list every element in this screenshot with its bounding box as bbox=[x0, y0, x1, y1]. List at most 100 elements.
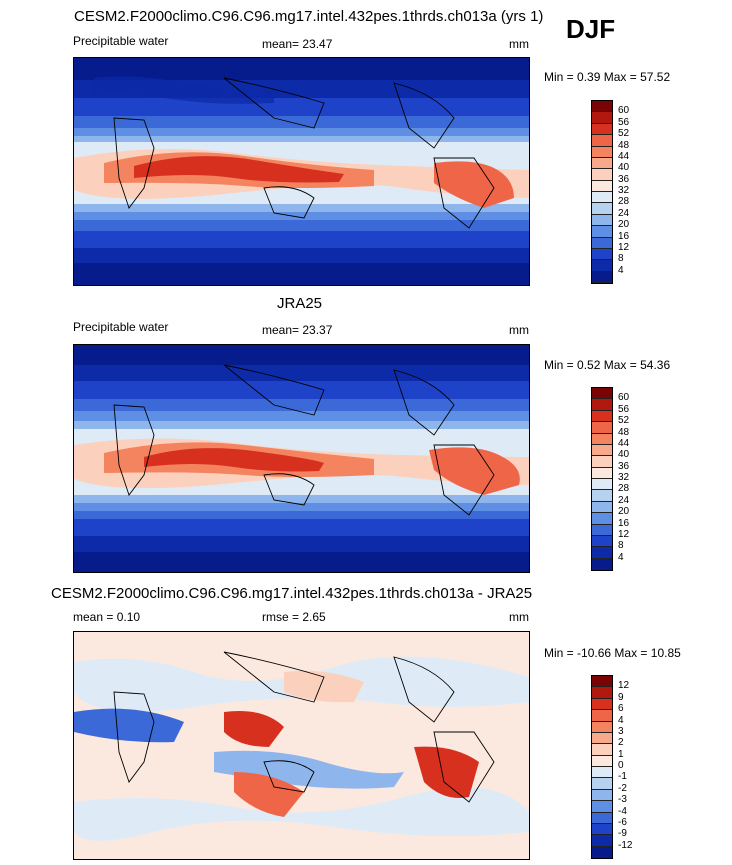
colorbar-swatch bbox=[592, 812, 612, 824]
panel1-units: mm bbox=[509, 37, 529, 51]
colorbar-swatch bbox=[592, 547, 612, 559]
colorbar-swatch bbox=[592, 271, 612, 283]
colorbar-tick-label: 9 bbox=[618, 691, 624, 703]
panel2-max-key: Max = bbox=[603, 358, 637, 372]
colorbar-swatch bbox=[592, 721, 612, 733]
colorbar-tick-label: -9 bbox=[618, 828, 627, 840]
colorbar-swatch bbox=[592, 801, 612, 813]
panel1-max-key: Max = bbox=[603, 70, 637, 84]
panel2-title: JRA25 bbox=[277, 295, 323, 312]
colorbar-swatch bbox=[592, 260, 612, 272]
colorbar-tick-label: 32 bbox=[618, 472, 630, 483]
colorbar-tick-label: 40 bbox=[618, 162, 630, 174]
panel2-mean-key: mean= bbox=[262, 323, 300, 337]
colorbar-swatch bbox=[592, 203, 612, 215]
colorbar-swatch bbox=[592, 112, 612, 124]
colorbar-tick-label: -4 bbox=[618, 805, 627, 817]
colorbar-tick-label: 24 bbox=[618, 494, 630, 506]
colorbar-swatch bbox=[592, 433, 612, 445]
colorbar-tick-label: 2 bbox=[618, 737, 624, 749]
colorbar-swatch bbox=[592, 180, 612, 192]
colorbar-swatch bbox=[592, 823, 612, 836]
colorbar-swatch bbox=[592, 399, 612, 411]
colorbar-tick-label: -1 bbox=[618, 771, 627, 783]
panel2-max-value: 54.36 bbox=[640, 358, 671, 372]
colorbar-tick-label: 36 bbox=[618, 460, 630, 472]
panel3-rmse-label: rmse = 2.65 bbox=[262, 610, 326, 624]
colorbar-swatch bbox=[592, 732, 612, 745]
colorbar-tick-label: 44 bbox=[618, 150, 630, 162]
colorbar-swatch bbox=[592, 467, 612, 479]
colorbar-tick-label: 28 bbox=[618, 483, 630, 495]
panel1-map bbox=[73, 57, 530, 286]
panel3-map bbox=[73, 631, 530, 860]
colorbar-tick-label: 56 bbox=[618, 403, 630, 415]
colorbar-tick-label: 60 bbox=[618, 105, 630, 117]
panel1-mean-label: mean= 23.47 bbox=[262, 37, 332, 51]
colorbar-tick-label: 40 bbox=[618, 449, 630, 461]
colorbar-tick-label: 6 bbox=[618, 703, 624, 715]
colorbar-swatch bbox=[592, 524, 612, 536]
panel3-rmse-key: rmse = bbox=[262, 610, 300, 624]
colorbar-tick-label: 4 bbox=[618, 551, 624, 563]
colorbar-swatch bbox=[592, 135, 612, 147]
colorbar-tick-label: 48 bbox=[618, 139, 630, 151]
colorbar-swatch bbox=[592, 744, 612, 756]
colorbar-swatch bbox=[592, 226, 612, 238]
colorbar-tick-label: 56 bbox=[618, 116, 630, 128]
colorbar-tick-label: 12 bbox=[618, 680, 630, 692]
panel2-min-value: 0.52 bbox=[577, 358, 601, 372]
panel1-mean-value: 23.47 bbox=[302, 37, 333, 51]
colorbar-tick-label: 8 bbox=[618, 253, 624, 265]
season-label: DJF bbox=[566, 14, 616, 44]
colorbar-swatch bbox=[592, 123, 612, 136]
panel3-colorbar bbox=[591, 675, 613, 859]
panel3-max-value: 10.85 bbox=[650, 646, 681, 660]
colorbar-tick-label: 12 bbox=[618, 528, 630, 540]
colorbar-tick-label: 44 bbox=[618, 437, 630, 449]
colorbar-tick-label: 60 bbox=[618, 392, 630, 404]
colorbar-swatch bbox=[592, 501, 612, 514]
panel2-colorbar bbox=[591, 387, 613, 571]
colorbar-swatch bbox=[592, 422, 612, 434]
colorbar-swatch bbox=[592, 835, 612, 847]
colorbar-tick-label: 4 bbox=[618, 714, 624, 726]
colorbar-tick-label: -2 bbox=[618, 782, 627, 794]
colorbar-swatch bbox=[592, 846, 612, 858]
panel1-minmax: Min = 0.39 Max = 57.52 bbox=[544, 70, 670, 84]
colorbar-swatch bbox=[592, 444, 612, 457]
colorbar-tick-label: 52 bbox=[618, 128, 630, 140]
colorbar-tick-label: 32 bbox=[618, 185, 630, 196]
run-title: CESM2.F2000climo.C96.C96.mg17.intel.432p… bbox=[74, 8, 544, 25]
colorbar-tick-label: 28 bbox=[618, 196, 630, 208]
colorbar-tick-label: 52 bbox=[618, 415, 630, 427]
panel3-max-key: Max = bbox=[614, 646, 648, 660]
panel2-variable: Precipitable water bbox=[73, 320, 169, 334]
colorbar-swatch bbox=[592, 214, 612, 227]
colorbar-swatch bbox=[592, 558, 612, 570]
panel2-units: mm bbox=[509, 323, 529, 337]
colorbar-swatch bbox=[592, 778, 612, 790]
colorbar-swatch bbox=[592, 101, 612, 113]
colorbar-tick-label: 16 bbox=[618, 230, 630, 242]
panel3-field bbox=[74, 632, 529, 859]
panel1-mean-key: mean= bbox=[262, 37, 300, 51]
panel3-units: mm bbox=[509, 610, 529, 624]
panel2-field bbox=[74, 345, 529, 572]
panel3-rmse-value: 2.65 bbox=[302, 610, 326, 624]
colorbar-tick-label: 1 bbox=[618, 748, 624, 760]
colorbar-tick-label: 8 bbox=[618, 540, 624, 552]
panel3-mean-value: 0.10 bbox=[116, 610, 141, 624]
colorbar-swatch bbox=[592, 479, 612, 491]
colorbar-tick-label: 20 bbox=[618, 219, 630, 231]
panel3-title: CESM2.F2000climo.C96.C96.mg17.intel.432p… bbox=[51, 585, 533, 602]
colorbar-tick-label: 16 bbox=[618, 517, 630, 529]
colorbar-swatch bbox=[592, 237, 612, 249]
colorbar-swatch bbox=[592, 789, 612, 802]
colorbar-tick-label: 24 bbox=[618, 207, 630, 219]
panel3-minmax: Min = -10.66 Max = 10.85 bbox=[544, 646, 681, 660]
panel2-min-key: Min = bbox=[544, 358, 574, 372]
colorbar-swatch bbox=[592, 687, 612, 699]
panel3-min-key: Min = bbox=[544, 646, 574, 660]
colorbar-swatch bbox=[592, 755, 612, 767]
